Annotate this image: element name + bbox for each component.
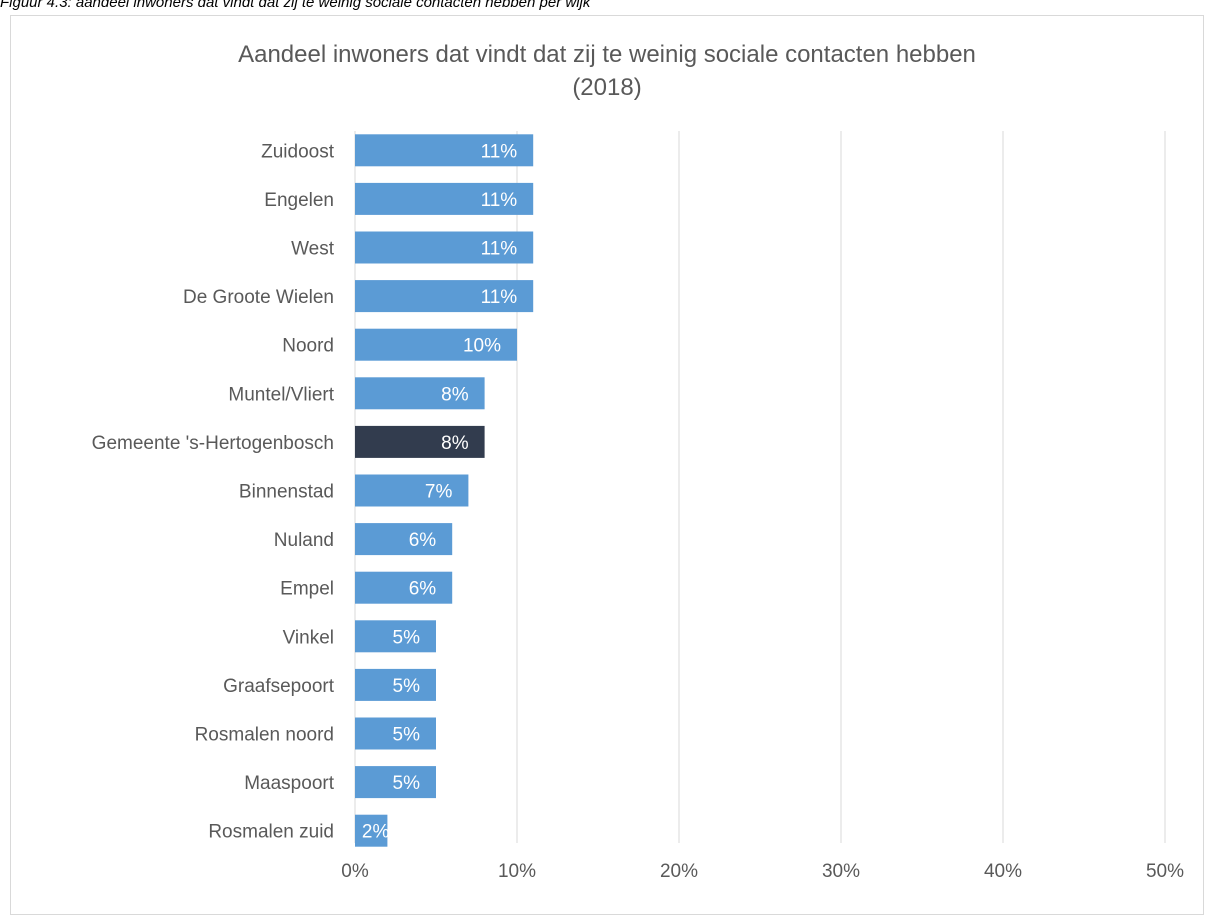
bar	[355, 571, 453, 604]
bar	[355, 717, 436, 750]
bar	[355, 377, 485, 410]
data-label: 11%	[481, 287, 518, 308]
x-tick-label: 50%	[1146, 861, 1184, 882]
category-label: Empel	[280, 579, 334, 600]
category-label: Gemeente 's-Hertogenbosch	[92, 433, 334, 454]
data-label: 6%	[409, 530, 437, 551]
category-label: Nuland	[274, 530, 334, 551]
data-label: 8%	[441, 384, 469, 405]
category-labels: Zuidoost Engelen West De Groote Wielen Noord…	[92, 141, 335, 842]
bar	[355, 814, 388, 847]
figure-caption: Figuur 4.3: aandeel inwoners dat vindt d…	[0, 0, 591, 11]
chart-title-line-2: (2018)	[572, 74, 642, 101]
category-label: De Groote Wielen	[183, 287, 334, 308]
data-label: 8%	[441, 433, 469, 454]
data-label: 5%	[393, 627, 421, 648]
chart-title-line-1: Aandeel inwoners dat vindt dat zij te we…	[238, 41, 976, 68]
category-label: Zuidoost	[261, 141, 335, 162]
chart-title: Aandeel inwoners dat vindt dat zij te we…	[10, 38, 1204, 104]
category-label: West	[291, 239, 335, 260]
x-tick-label: 30%	[822, 861, 860, 882]
bars	[355, 134, 534, 847]
category-label: Maaspoort	[244, 773, 334, 794]
data-label: 11%	[481, 239, 518, 260]
bar	[355, 134, 534, 167]
bar	[355, 474, 469, 507]
x-tick-label: 40%	[984, 861, 1022, 882]
bar	[355, 425, 485, 458]
data-label: 7%	[425, 482, 453, 503]
data-label: 5%	[393, 725, 421, 746]
bar	[355, 231, 534, 264]
category-label: Graafsepoort	[223, 676, 335, 697]
x-tick-label: 0%	[341, 861, 369, 882]
bar	[355, 328, 517, 361]
x-axis-tick-labels: 0% 10% 20% 30% 40% 50%	[341, 861, 1184, 882]
category-label: Noord	[282, 336, 334, 357]
bar	[355, 280, 534, 313]
data-label: 10%	[463, 336, 501, 357]
data-label: 6%	[409, 579, 437, 600]
data-label: 2%	[362, 822, 390, 843]
bar	[355, 668, 436, 701]
bar	[355, 766, 436, 799]
data-label: 5%	[393, 676, 421, 697]
data-labels: 11% 11% 11% 11% 10% 8% 8% 7% 6% 6% 5% 5% 5% 5% 2%	[362, 141, 517, 842]
data-label: 5%	[393, 773, 421, 794]
category-label: Binnenstad	[239, 482, 334, 503]
category-label: Rosmalen zuid	[208, 822, 334, 843]
category-label: Vinkel	[283, 627, 334, 648]
category-label: Engelen	[264, 190, 334, 211]
chart-area	[10, 15, 1204, 915]
bar	[355, 620, 436, 653]
data-label: 11%	[481, 141, 518, 162]
category-label: Rosmalen noord	[195, 725, 334, 746]
category-label: Muntel/Vliert	[228, 384, 334, 405]
bar	[355, 182, 534, 215]
x-tick-label: 10%	[498, 861, 536, 882]
bar	[355, 523, 453, 556]
data-label: 11%	[481, 190, 518, 211]
x-tick-label: 20%	[660, 861, 698, 882]
